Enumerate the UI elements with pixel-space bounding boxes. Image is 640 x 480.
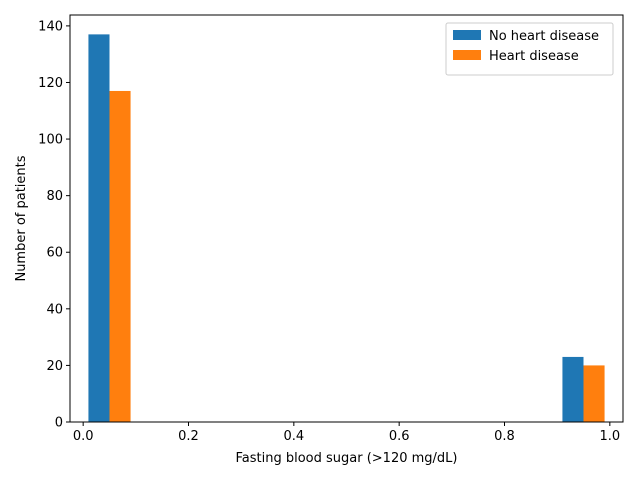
legend: No heart disease Heart disease: [445, 22, 614, 76]
y-axis-label: Number of patients: [14, 155, 29, 281]
x-axis-label: Fasting blood sugar (>120 mg/dL): [236, 451, 458, 466]
y-tick-label: 80: [46, 189, 63, 204]
y-tick-label: 0: [55, 416, 63, 431]
legend-swatch: [453, 50, 481, 60]
y-axis: 0 20 40 60 80 100 120 140: [38, 19, 70, 431]
bar-no-heart-disease-0: [88, 34, 110, 422]
legend-swatch: [453, 30, 481, 40]
bar-heart-disease-0: [109, 90, 131, 422]
y-tick-label: 100: [38, 133, 63, 148]
legend-label: Heart disease: [489, 49, 579, 64]
x-tick-label: 0.4: [283, 429, 304, 444]
bar-heart-disease-1: [583, 365, 605, 422]
bars-layer: [88, 34, 605, 422]
x-tick-label: 0.8: [494, 429, 515, 444]
x-tick-label: 0.0: [73, 429, 94, 444]
legend-label: No heart disease: [489, 29, 599, 44]
bar-no-heart-disease-1: [562, 356, 584, 422]
legend-box: [445, 22, 614, 76]
y-tick-label: 120: [38, 76, 63, 91]
y-tick-label: 40: [46, 302, 63, 317]
x-axis: 0.0 0.2 0.4 0.6 0.8 1.0: [73, 422, 620, 444]
x-tick-label: 1.0: [599, 429, 620, 444]
y-tick-label: 140: [38, 19, 63, 34]
x-tick-label: 0.6: [389, 429, 410, 444]
x-tick-label: 0.2: [178, 429, 199, 444]
y-tick-label: 20: [46, 359, 63, 374]
y-tick-label: 60: [46, 246, 63, 261]
plot-frame: [69, 14, 624, 423]
